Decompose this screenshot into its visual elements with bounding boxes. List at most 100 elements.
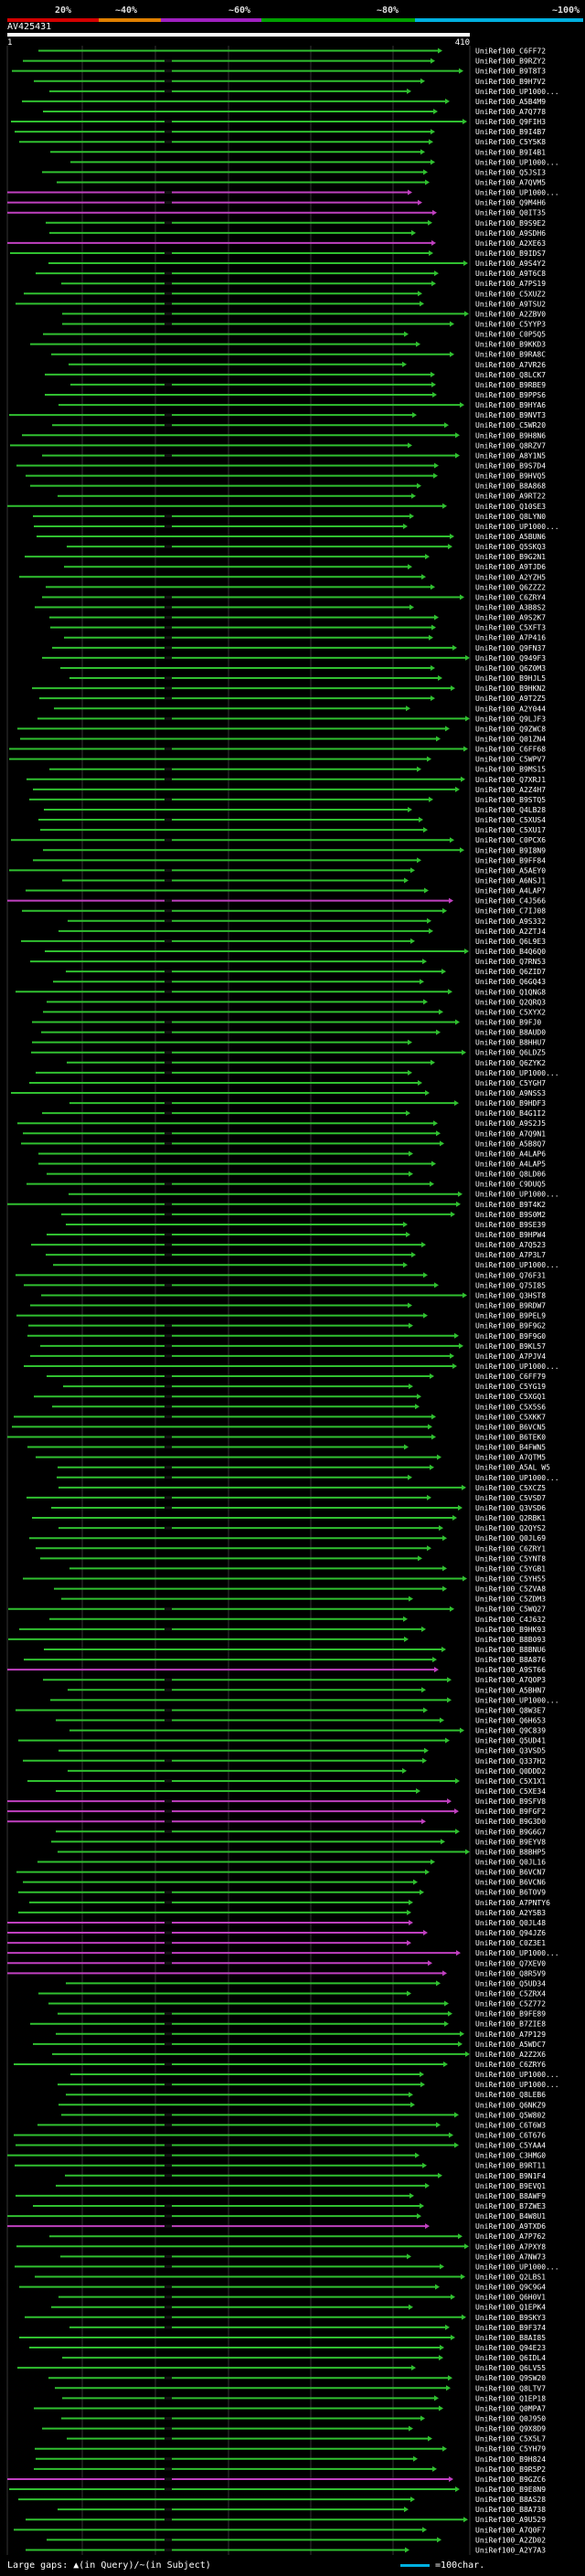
hit-label[interactable]: UniRef100_A7Q778: [475, 108, 546, 116]
hit-label[interactable]: UniRef100_UP1000...: [475, 2071, 559, 2079]
hit-label[interactable]: UniRef100_B8A876: [475, 1656, 546, 1664]
hit-label[interactable]: UniRef100_C4J566: [475, 897, 546, 906]
hit-label[interactable]: UniRef100_B9RZY2: [475, 58, 546, 66]
hit-label[interactable]: UniRef100_B9F9G2: [475, 1322, 546, 1330]
hit-label[interactable]: UniRef100_UP1000...: [475, 1474, 559, 1482]
hit-label[interactable]: UniRef100_Q2LBS1: [475, 2274, 546, 2282]
hit-label[interactable]: UniRef100_A7PNTY6: [475, 1899, 550, 1907]
hit-label[interactable]: UniRef100_C5YG19: [475, 1383, 546, 1391]
hit-label[interactable]: UniRef100_A9S4Y2: [475, 260, 546, 268]
hit-label[interactable]: UniRef100_B9RA8C: [475, 351, 546, 359]
hit-label[interactable]: UniRef100_Q1EPK4: [475, 2304, 546, 2312]
hit-label[interactable]: UniRef100_Q8LEB6: [475, 2091, 546, 2099]
hit-label[interactable]: UniRef100_B9S0M2: [475, 1211, 546, 1219]
hit-label[interactable]: UniRef100_Q76F31: [475, 1271, 546, 1279]
hit-label[interactable]: UniRef100_Q1EP18: [475, 2394, 546, 2402]
hit-label[interactable]: UniRef100_A2ZTJ4: [475, 928, 546, 936]
hit-label[interactable]: UniRef100_B9S9E2: [475, 219, 546, 228]
hit-label[interactable]: UniRef100_A7Q0F7: [475, 2526, 546, 2534]
hit-label[interactable]: UniRef100_A7PXY8: [475, 2242, 546, 2251]
hit-label[interactable]: UniRef100_Q2QYS2: [475, 1524, 546, 1532]
hit-label[interactable]: UniRef100_C5YGH7: [475, 1079, 546, 1087]
hit-label[interactable]: UniRef100_A7VR26: [475, 361, 546, 369]
hit-label[interactable]: UniRef100_Q8LYN0: [475, 513, 546, 521]
hit-label[interactable]: UniRef100_C5X5L7: [475, 2435, 546, 2443]
hit-label[interactable]: UniRef100_B9HDF3: [475, 1099, 546, 1108]
hit-label[interactable]: UniRef100_C5YAA4: [475, 2142, 546, 2150]
hit-label[interactable]: UniRef100_C5X5S6: [475, 1403, 546, 1411]
hit-label[interactable]: UniRef100_A7P416: [475, 634, 546, 642]
hit-label[interactable]: UniRef100_B9HKN2: [475, 684, 546, 693]
hit-label[interactable]: UniRef100_C5YGB1: [475, 1564, 546, 1573]
hit-label[interactable]: UniRef100_B8AI85: [475, 2334, 546, 2342]
hit-label[interactable]: UniRef100_C6ZRY6: [475, 2061, 546, 2069]
hit-label[interactable]: UniRef100_A2Y5B3: [475, 1909, 546, 1917]
hit-label[interactable]: UniRef100_A4LAP7: [475, 887, 546, 896]
hit-label[interactable]: UniRef100_A9RT22: [475, 493, 546, 501]
hit-label[interactable]: UniRef100_A5B8Q7: [475, 1140, 546, 1148]
hit-label[interactable]: UniRef100_B9SKY3: [475, 2314, 546, 2322]
hit-label[interactable]: UniRef100_C5XUZ2: [475, 290, 546, 298]
hit-label[interactable]: UniRef100_A2ZD02: [475, 2536, 546, 2544]
hit-label[interactable]: UniRef100_C5ZDM3: [475, 1595, 546, 1604]
hit-label[interactable]: UniRef100_B9F9G0: [475, 1332, 546, 1341]
hit-label[interactable]: UniRef100_B9T8T3: [475, 68, 546, 76]
hit-label[interactable]: UniRef100_C5WR20: [475, 421, 546, 429]
hit-label[interactable]: UniRef100_C5XE34: [475, 1787, 546, 1796]
hit-label[interactable]: UniRef100_A9S2J5: [475, 1119, 546, 1128]
hit-label[interactable]: UniRef100_Q8LD06: [475, 1171, 546, 1179]
hit-label[interactable]: UniRef100_B9FE89: [475, 2010, 546, 2019]
hit-label[interactable]: UniRef100_C6T6W3: [475, 2121, 546, 2129]
hit-label[interactable]: UniRef100_Q9LJF3: [475, 715, 546, 723]
hit-label[interactable]: UniRef100_B9IDS7: [475, 249, 546, 258]
hit-label[interactable]: UniRef100_B9HVQ5: [475, 472, 546, 481]
hit-label[interactable]: UniRef100_A5BUN6: [475, 533, 546, 541]
hit-label[interactable]: UniRef100_B9SE39: [475, 1221, 546, 1229]
hit-label[interactable]: UniRef100_B9PEL9: [475, 1312, 546, 1320]
hit-label[interactable]: UniRef100_B9NVT3: [475, 411, 546, 419]
hit-label[interactable]: UniRef100_Q7XRJ1: [475, 776, 546, 784]
hit-label[interactable]: UniRef100_C5YH55: [475, 1574, 546, 1583]
hit-label[interactable]: UniRef100_B9FJ0: [475, 1019, 541, 1027]
hit-label[interactable]: UniRef100_C3HMG0: [475, 2152, 546, 2160]
hit-label[interactable]: UniRef100_Q2RBK1: [475, 1514, 546, 1522]
hit-label[interactable]: UniRef100_A7QOP3: [475, 1676, 546, 1684]
hit-label[interactable]: UniRef100_Q0MPA7: [475, 2404, 546, 2412]
hit-label[interactable]: UniRef100_C5X1X1: [475, 1777, 546, 1786]
hit-label[interactable]: UniRef100_UP1000...: [475, 2263, 559, 2271]
hit-label[interactable]: UniRef100_A2Y7A3: [475, 2546, 546, 2554]
hit-label[interactable]: UniRef100_Q6H0V1: [475, 2294, 546, 2302]
hit-label[interactable]: UniRef100_B7ZWE3: [475, 2202, 546, 2210]
hit-label[interactable]: UniRef100_A7P129: [475, 2030, 546, 2039]
hit-label[interactable]: UniRef100_B9I8N9: [475, 846, 546, 854]
hit-label[interactable]: UniRef100_C5YNT8: [475, 1554, 546, 1563]
hit-label[interactable]: UniRef100_B4W8U1: [475, 2212, 546, 2221]
hit-label[interactable]: UniRef100_B6TEK0: [475, 1433, 546, 1441]
hit-label[interactable]: UniRef100_Q6LV55: [475, 2364, 546, 2372]
hit-label[interactable]: UniRef100_Q6ZID7: [475, 968, 546, 976]
hit-label[interactable]: UniRef100_B8A738: [475, 2506, 546, 2514]
hit-label[interactable]: UniRef100_Q5SKQ3: [475, 543, 546, 551]
hit-label[interactable]: UniRef100_B9T4K2: [475, 1201, 546, 1209]
hit-label[interactable]: UniRef100_UP1000...: [475, 1362, 559, 1371]
hit-label[interactable]: UniRef100_Q7RN53: [475, 958, 546, 966]
hit-label[interactable]: UniRef100_C6FF79: [475, 1373, 546, 1381]
hit-label[interactable]: UniRef100_Q9SW20: [475, 2374, 546, 2382]
hit-label[interactable]: UniRef100_C5WPV7: [475, 756, 546, 764]
hit-label[interactable]: UniRef100_Q94E23: [475, 2344, 546, 2352]
hit-label[interactable]: UniRef100_B9H7V2: [475, 78, 546, 86]
hit-label[interactable]: UniRef100_B9G2N1: [475, 553, 546, 561]
hit-label[interactable]: UniRef100_Q6LDZ5: [475, 1049, 546, 1057]
hit-label[interactable]: UniRef100_Q2QRQ3: [475, 998, 546, 1006]
hit-label[interactable]: UniRef100_Q9FN37: [475, 644, 546, 652]
hit-label[interactable]: UniRef100_B9I4B7: [475, 128, 546, 136]
hit-label[interactable]: UniRef100_B9G3D0: [475, 1818, 546, 1826]
hit-label[interactable]: UniRef100_Q0JL69: [475, 1534, 546, 1542]
hit-label[interactable]: UniRef100_B9PPS6: [475, 391, 546, 399]
hit-label[interactable]: UniRef100_Q9M4H6: [475, 199, 546, 207]
hit-label[interactable]: UniRef100_UP1000...: [475, 1191, 559, 1199]
hit-label[interactable]: UniRef100_A7P3L7: [475, 1251, 546, 1259]
hit-label[interactable]: UniRef100_A9TXD6: [475, 2222, 546, 2231]
hit-label[interactable]: UniRef100_C4J632: [475, 1616, 546, 1624]
hit-label[interactable]: UniRef100_B8AUD0: [475, 1029, 546, 1037]
